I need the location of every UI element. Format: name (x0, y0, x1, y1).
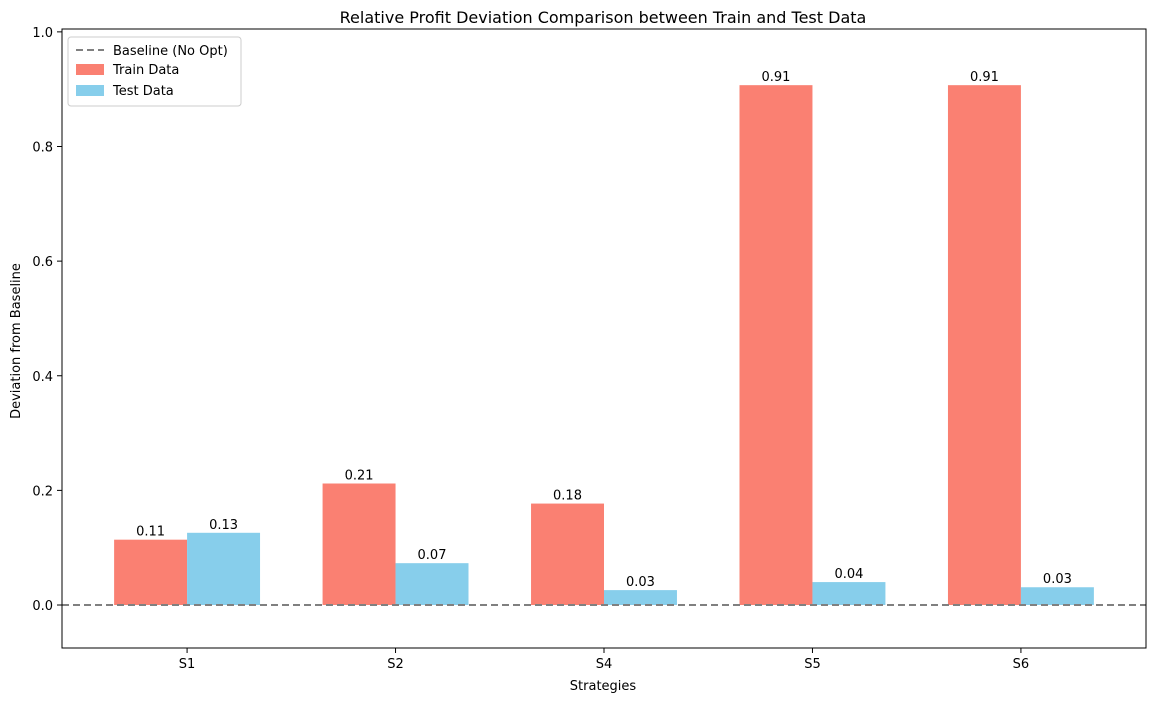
legend-box (67, 36, 242, 107)
y-tick-label: 0.8 (32, 140, 53, 155)
x-tick-label: S5 (804, 657, 821, 672)
y-tick-label: 0.0 (32, 599, 53, 614)
legend-label: Test Data (112, 84, 174, 99)
data-label: 0.91 (762, 70, 791, 85)
data-label: 0.07 (418, 548, 447, 563)
data-label: 0.11 (136, 525, 165, 540)
bar (947, 85, 1021, 606)
chart-title: Relative Profit Deviation Comparison bet… (340, 8, 867, 27)
data-label: 0.13 (209, 518, 238, 533)
bar (604, 590, 677, 606)
x-tick-label: S2 (387, 657, 404, 672)
data-label: 0.03 (626, 575, 655, 590)
bar (395, 563, 469, 606)
y-tick-label: 0.2 (32, 484, 53, 499)
y-axis-label: Deviation from Baseline (9, 263, 24, 419)
legend-swatch (76, 85, 104, 96)
bar (812, 582, 886, 606)
x-tick-label: S4 (596, 657, 613, 672)
data-label: 0.03 (1043, 572, 1072, 587)
y-tick-label: 1.0 (32, 26, 53, 41)
y-tick-label: 0.6 (32, 255, 53, 270)
legend-label: Train Data (112, 63, 179, 78)
bar (114, 539, 188, 606)
bar (1020, 587, 1094, 606)
data-label: 0.18 (553, 489, 582, 504)
x-tick-label: S6 (1013, 657, 1030, 672)
y-tick-label: 0.4 (32, 370, 53, 385)
data-label: 0.21 (345, 469, 374, 484)
legend: Baseline (No Opt) Train Data Test Data (67, 36, 242, 107)
legend-swatch (76, 64, 104, 75)
bar (322, 483, 396, 606)
x-axis: S1 S2 S4 S5 S6 (179, 648, 1029, 672)
bar (187, 532, 261, 606)
x-axis-label: Strategies (570, 679, 637, 694)
x-tick-label: S1 (179, 657, 196, 672)
y-axis: 0.0 0.2 0.4 0.6 0.8 1.0 (32, 26, 62, 614)
data-label: 0.91 (970, 70, 999, 85)
legend-baseline-label: Baseline (No Opt) (113, 44, 228, 59)
bar (531, 503, 604, 606)
bar (739, 85, 813, 606)
plot-area: 0.11 0.21 0.18 0.91 0.91 0.13 0.07 0.03 0.04 0.03 (61, 28, 1147, 649)
data-label: 0.04 (834, 567, 863, 582)
